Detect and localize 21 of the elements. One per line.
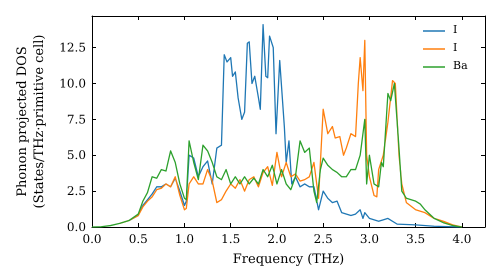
x-tick-label: 4.0	[452, 232, 472, 246]
y-tick-label: 7.5	[66, 112, 86, 126]
x-tick-label: 3.0	[360, 232, 379, 246]
x-tick-label: 0.5	[128, 232, 148, 246]
y-tick-label: 10.0	[59, 76, 86, 90]
legend-label: I	[453, 41, 458, 54]
x-tick-label: 2.5	[314, 232, 333, 246]
line-series	[91, 82, 463, 228]
y-axis-title: Phonon projected DOS (States/THz·primitive cell)	[15, 34, 47, 209]
y-tick-label: 12.5	[59, 40, 86, 55]
x-tick-label: 1.5	[221, 232, 240, 246]
x-tick-label: 0.0	[82, 232, 102, 246]
y-tick-label: 0.0	[66, 220, 86, 234]
legend-label: I	[453, 23, 458, 36]
x-tick-label: 2.0	[267, 232, 286, 246]
y-tick-label: 2.5	[66, 184, 86, 198]
legend-label: Ba	[453, 59, 468, 72]
x-tick-label: 3.5	[406, 232, 426, 246]
y-tick-label: 5.0	[66, 148, 86, 162]
x-axis-title: Frequency (THz)	[232, 252, 344, 267]
x-tick-label: 1.0	[174, 232, 194, 246]
